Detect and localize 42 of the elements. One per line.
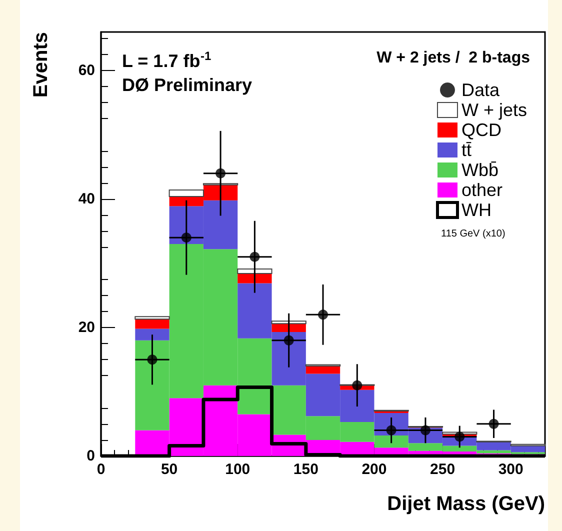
y-tick-label: 20: [78, 319, 95, 336]
y-tick-label: 60: [78, 62, 95, 80]
bar: [168, 190, 204, 197]
annotation: DØ Preliminary: [122, 75, 252, 95]
x-tick-label: 100: [225, 461, 250, 478]
bar: [237, 268, 272, 274]
bar: [135, 328, 170, 340]
y-tick-label: 0: [86, 448, 95, 464]
annotation: 115 GeV (x10): [441, 228, 506, 240]
legend-label: other: [461, 180, 503, 200]
x-tick-label: 200: [362, 461, 387, 478]
point: [284, 335, 294, 346]
bar: [134, 316, 170, 320]
annotation: W + 2 jets / 2 b-tags: [376, 50, 530, 66]
legend-label: Wbb̄: [461, 160, 498, 180]
point: [454, 432, 465, 442]
x-tick-label: 50: [160, 461, 178, 478]
point: [488, 418, 499, 429]
y-axis-title: Events: [30, 32, 52, 98]
bar: [271, 320, 306, 324]
point: [318, 310, 328, 320]
x-tick-label: 0: [96, 461, 106, 478]
bar: [272, 324, 306, 332]
y-tick-label: 40: [78, 190, 95, 208]
legend-label: QCD: [461, 120, 502, 140]
legend-label: tt̄: [461, 140, 472, 160]
x-axis-title: Dijet Mass (GeV): [387, 493, 545, 515]
legend-label: W + jets: [461, 100, 527, 120]
legend-label: WH: [461, 200, 492, 220]
point: [216, 168, 226, 178]
legend-label: Data: [461, 80, 500, 100]
x-tick-label: 300: [498, 461, 524, 478]
point: [147, 354, 158, 365]
point: [181, 232, 192, 243]
bar: [306, 366, 340, 374]
x-tick-label: 150: [293, 461, 318, 478]
point: [386, 425, 396, 436]
point: [352, 380, 362, 390]
bar: [238, 274, 272, 284]
x-tick-label: 250: [430, 461, 456, 478]
point: [250, 252, 260, 262]
bar: [135, 319, 170, 329]
